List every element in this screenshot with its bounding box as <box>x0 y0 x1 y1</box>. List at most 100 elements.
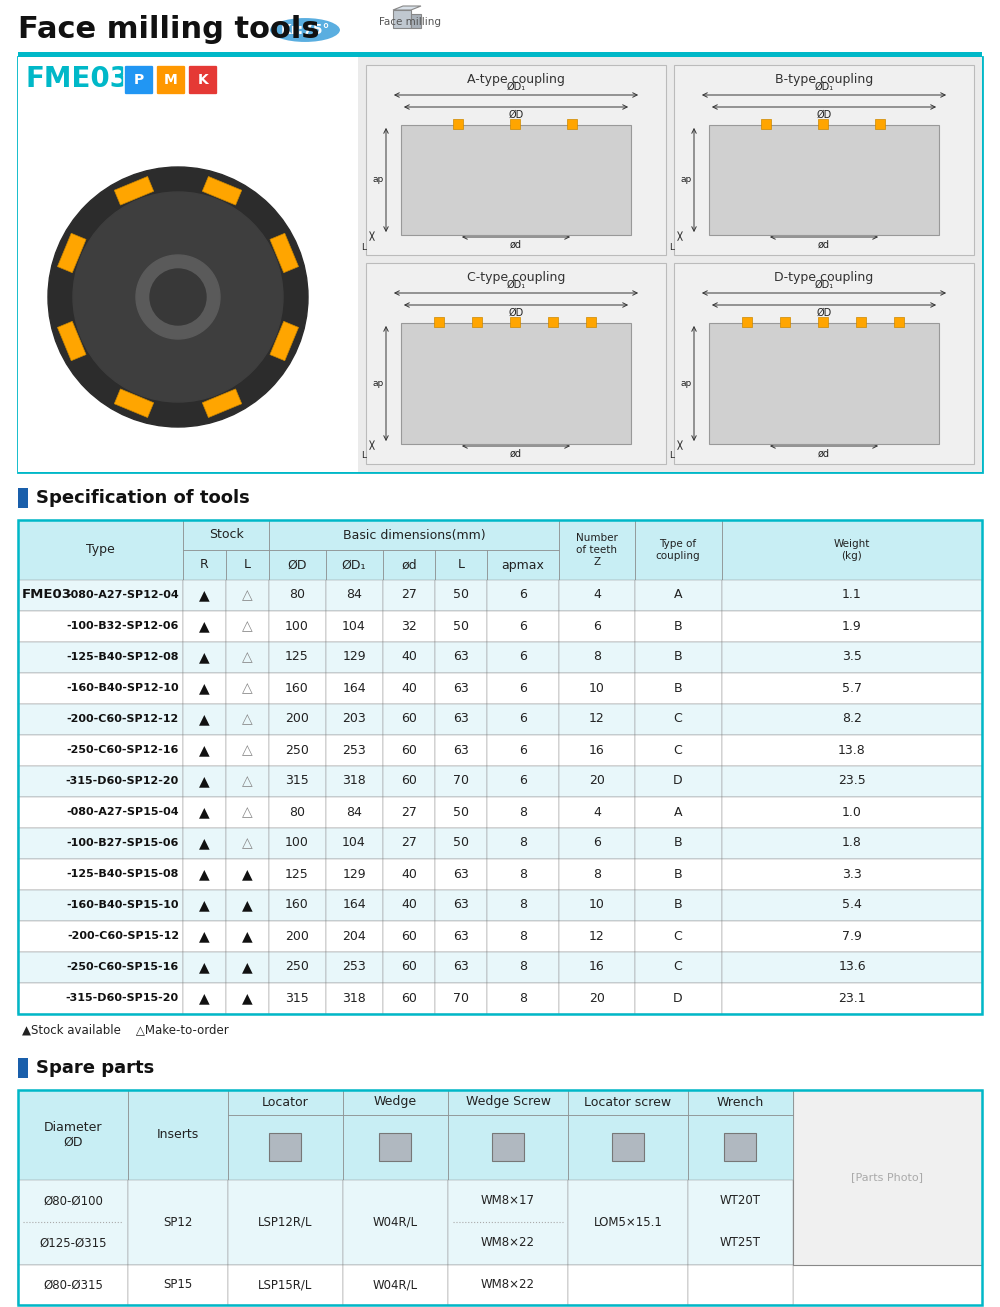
Text: Type: Type <box>86 544 114 557</box>
Text: 12: 12 <box>589 712 605 725</box>
Bar <box>326 951 383 983</box>
Bar <box>18 1057 28 1078</box>
Bar <box>18 921 982 951</box>
Bar <box>326 890 383 921</box>
Text: Weight
(kg): Weight (kg) <box>834 540 870 561</box>
Bar <box>548 318 558 327</box>
Bar <box>635 642 722 673</box>
Bar <box>559 951 635 983</box>
Bar <box>128 1265 228 1304</box>
Bar <box>183 921 226 951</box>
Bar <box>383 610 435 642</box>
Text: ØD₁: ØD₁ <box>342 558 366 571</box>
Bar <box>856 318 866 327</box>
Text: ▲: ▲ <box>199 712 209 725</box>
Bar <box>435 766 487 797</box>
Bar <box>487 766 559 797</box>
Text: 20: 20 <box>589 992 605 1005</box>
Text: -100-B32-SP12-06: -100-B32-SP12-06 <box>67 621 179 631</box>
Text: ▲: ▲ <box>242 961 252 974</box>
Bar <box>435 797 487 829</box>
Bar <box>326 550 383 580</box>
Bar <box>183 890 226 921</box>
Bar <box>492 1133 524 1161</box>
Bar <box>18 797 183 829</box>
Bar <box>722 921 982 951</box>
Text: 164: 164 <box>342 898 366 911</box>
Text: Type of
coupling: Type of coupling <box>656 540 700 561</box>
Text: L: L <box>362 243 366 251</box>
Text: 80: 80 <box>289 805 305 818</box>
Bar <box>18 673 982 704</box>
Text: 60: 60 <box>401 712 417 725</box>
Text: B: B <box>674 651 682 664</box>
Bar <box>742 318 752 327</box>
Text: 6: 6 <box>593 620 601 633</box>
Text: -125-B40-SP15-08: -125-B40-SP15-08 <box>67 869 179 880</box>
Text: L: L <box>244 558 250 571</box>
Text: 40: 40 <box>401 868 417 881</box>
Text: 1.9: 1.9 <box>842 620 862 633</box>
Bar <box>326 829 383 859</box>
Bar <box>226 890 269 921</box>
Bar <box>635 520 722 580</box>
Bar <box>183 673 226 704</box>
Polygon shape <box>202 176 242 205</box>
Bar <box>18 735 982 766</box>
Bar <box>635 735 722 766</box>
Bar <box>183 829 226 859</box>
Text: C: C <box>674 929 682 942</box>
Text: 84: 84 <box>346 805 362 818</box>
Bar <box>780 318 790 327</box>
Text: L: L <box>362 451 366 460</box>
Text: 63: 63 <box>453 961 469 974</box>
Bar <box>183 550 226 580</box>
Bar <box>724 1133 756 1161</box>
Text: W04R/L: W04R/L <box>372 1216 418 1229</box>
Bar <box>366 65 666 255</box>
Text: 1.1: 1.1 <box>842 588 862 601</box>
Bar <box>487 580 559 610</box>
Bar <box>343 1090 448 1115</box>
Text: 23.1: 23.1 <box>838 992 866 1005</box>
Bar <box>559 859 635 890</box>
Bar <box>183 983 226 1014</box>
Bar <box>487 550 559 580</box>
Bar <box>228 1180 343 1265</box>
Text: -200-C60-SP12-12: -200-C60-SP12-12 <box>67 714 179 724</box>
Text: ØD: ØD <box>816 110 832 120</box>
Bar <box>674 65 974 255</box>
Bar <box>635 921 722 951</box>
Text: 104: 104 <box>342 620 366 633</box>
Text: ▲: ▲ <box>199 991 209 1005</box>
Bar <box>722 673 982 704</box>
Text: D: D <box>673 992 683 1005</box>
Text: SP15: SP15 <box>163 1278 193 1291</box>
Circle shape <box>150 269 206 325</box>
Bar <box>18 951 183 983</box>
Bar <box>635 890 722 921</box>
Text: C: C <box>674 961 682 974</box>
Bar <box>343 1180 448 1265</box>
Bar <box>635 797 722 829</box>
Text: 8: 8 <box>519 836 527 850</box>
Text: 63: 63 <box>453 651 469 664</box>
Text: Wedge Screw: Wedge Screw <box>466 1095 550 1108</box>
Bar <box>18 766 183 797</box>
Text: 60: 60 <box>401 929 417 942</box>
Bar <box>226 642 269 673</box>
Polygon shape <box>57 322 86 361</box>
Text: D-type coupling: D-type coupling <box>774 271 874 284</box>
Text: B: B <box>674 868 682 881</box>
Text: LSP12R/L: LSP12R/L <box>258 1216 312 1229</box>
Bar <box>128 1180 228 1265</box>
Text: 27: 27 <box>401 588 417 601</box>
Text: -200-C60-SP15-12: -200-C60-SP15-12 <box>67 931 179 941</box>
Bar <box>559 673 635 704</box>
Bar <box>635 859 722 890</box>
Text: 32: 32 <box>401 620 417 633</box>
Bar <box>448 1115 568 1180</box>
Bar <box>487 921 559 951</box>
Bar <box>401 125 631 235</box>
Text: Specification of tools: Specification of tools <box>36 489 250 507</box>
